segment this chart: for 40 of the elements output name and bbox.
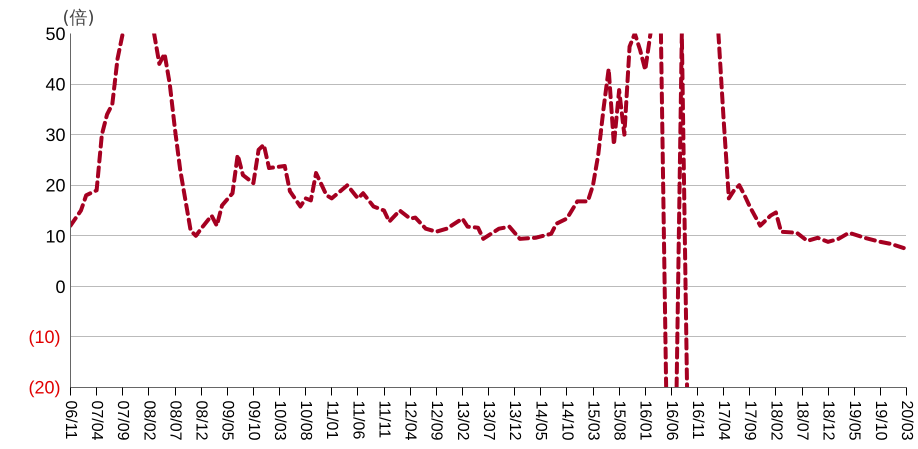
x-tick-label: 13/07 xyxy=(480,400,497,441)
x-tick-label: 18/12 xyxy=(820,400,837,441)
x-tick-label: 11/11 xyxy=(376,400,392,438)
x-tick-label: 18/02 xyxy=(767,400,784,441)
x-tick-label: 13/02 xyxy=(454,400,471,441)
x-tick-label: 20/03 xyxy=(898,400,915,441)
x-tick-label: 14/05 xyxy=(532,400,550,441)
x-tick-label: 08/02 xyxy=(140,400,158,441)
x-tick-label: 07/09 xyxy=(114,400,132,441)
x-tick-label: 07/04 xyxy=(88,400,106,441)
y-tick-label: 40 xyxy=(45,74,66,95)
x-tick-label: 17/04 xyxy=(715,400,732,441)
x-tick-label: 08/07 xyxy=(166,400,184,441)
x-tick-label: 18/07 xyxy=(794,400,810,441)
y-tick-label: 30 xyxy=(45,125,66,146)
y-tick-label: 20 xyxy=(45,176,66,196)
x-tick-label: 16/01 xyxy=(636,400,654,441)
y-tick-label: (10) xyxy=(28,326,61,347)
x-tick-label: 12/09 xyxy=(428,400,445,441)
x-tick-label: 15/03 xyxy=(584,400,602,441)
x-tick-label: 09/05 xyxy=(218,400,236,441)
x-tick-label: 16/11 xyxy=(689,400,706,440)
y-tick-label: 0 xyxy=(55,276,66,297)
x-tick-label: 19/10 xyxy=(872,400,889,441)
x-tick-label: 09/10 xyxy=(244,400,262,441)
x-tick-label: 06/11 xyxy=(62,400,79,440)
x-tick-label: 10/03 xyxy=(271,400,288,441)
x-tick-label: 10/08 xyxy=(297,400,314,441)
x-tick-label: 11/01 xyxy=(323,400,340,440)
y-tick-label: (20) xyxy=(28,378,61,398)
x-tick-label: 17/09 xyxy=(741,400,758,441)
y-tick-label: 10 xyxy=(45,226,66,246)
x-tick-label: 11/06 xyxy=(349,400,366,440)
x-tick-label: 19/05 xyxy=(846,400,863,441)
x-tick-label: 15/08 xyxy=(610,400,628,441)
x-tick-label: 08/12 xyxy=(192,400,210,441)
x-tick-label: 13/12 xyxy=(506,400,524,441)
x-tick-label: 16/06 xyxy=(662,400,680,441)
x-tick-label: 14/10 xyxy=(558,400,576,441)
x-tick-label: 12/04 xyxy=(402,400,419,441)
